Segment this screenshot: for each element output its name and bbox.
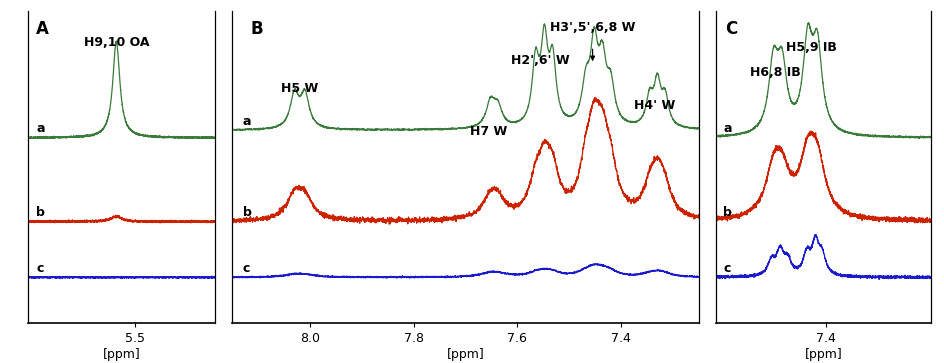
X-axis label: [ppm]: [ppm]: [103, 348, 141, 361]
Text: b: b: [36, 206, 45, 219]
Text: H7 W: H7 W: [470, 125, 507, 138]
Text: a: a: [36, 122, 44, 135]
Text: a: a: [243, 115, 251, 128]
X-axis label: [ppm]: [ppm]: [447, 348, 484, 361]
Text: H3',5',6,8 W: H3',5',6,8 W: [549, 21, 634, 34]
Text: H5,9 IB: H5,9 IB: [785, 41, 836, 54]
Text: H2',6' W: H2',6' W: [511, 54, 569, 67]
Text: H4' W: H4' W: [633, 99, 675, 113]
Text: C: C: [724, 20, 736, 38]
Text: a: a: [722, 122, 731, 135]
X-axis label: [ppm]: [ppm]: [803, 348, 841, 361]
Text: H6,8 IB: H6,8 IB: [750, 66, 801, 79]
Text: b: b: [722, 206, 732, 219]
Text: B: B: [251, 20, 263, 38]
Text: H9,10 OA: H9,10 OA: [83, 36, 149, 49]
Text: c: c: [243, 262, 250, 275]
Text: A: A: [36, 20, 49, 38]
Text: c: c: [36, 262, 43, 275]
Text: H5 W: H5 W: [280, 82, 318, 95]
Text: c: c: [722, 262, 730, 275]
Text: b: b: [243, 206, 251, 219]
